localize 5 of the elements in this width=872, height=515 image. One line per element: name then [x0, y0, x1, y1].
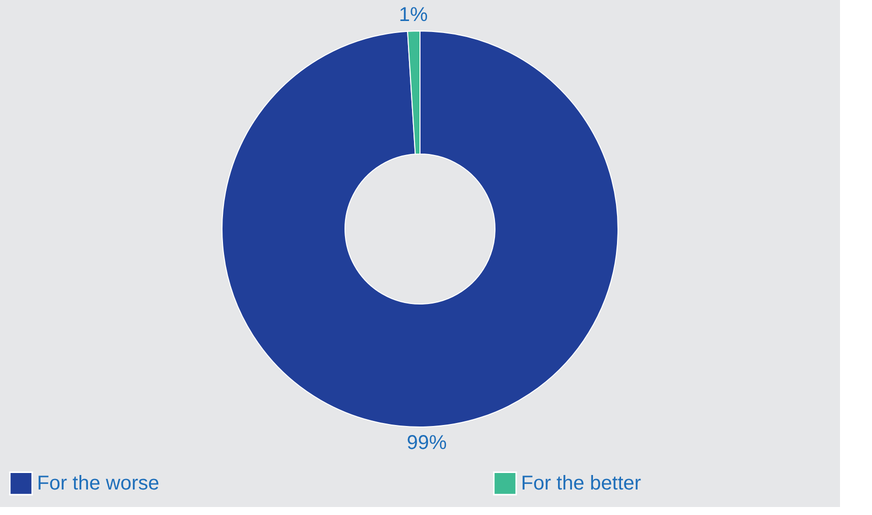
donut-slice	[222, 30, 618, 428]
data-label: 1%	[398, 4, 428, 26]
legend-label: For the better	[521, 472, 642, 494]
data-label: 99%	[406, 432, 447, 454]
legend-label: For the worse	[37, 472, 160, 494]
